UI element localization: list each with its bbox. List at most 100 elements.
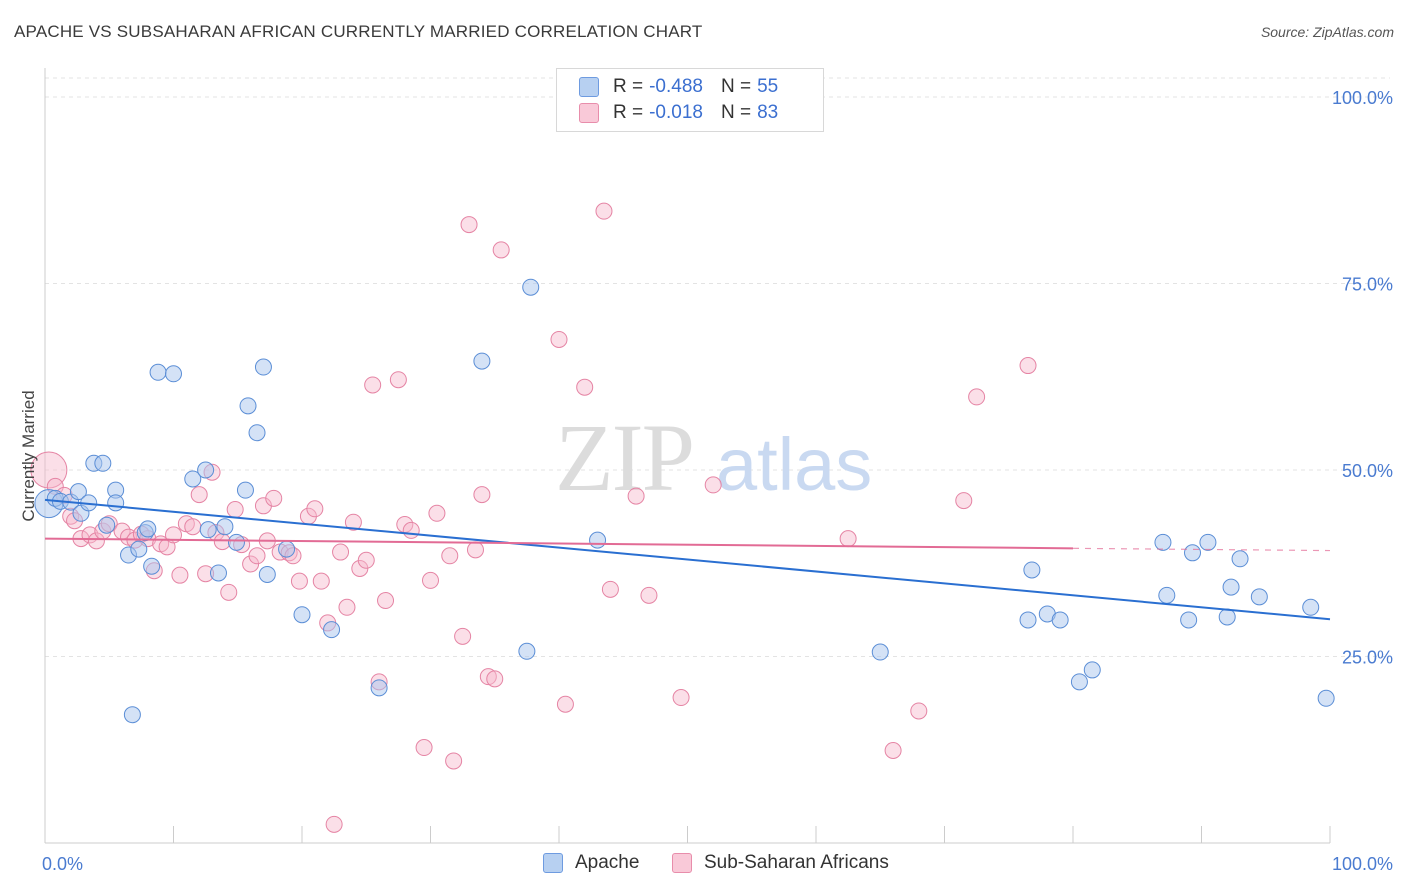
apache-point bbox=[149, 363, 167, 381]
subsaharan-point bbox=[550, 330, 568, 348]
subsaharan-point bbox=[441, 547, 459, 565]
legend-r-label: R = bbox=[613, 102, 644, 123]
subsaharan-point bbox=[486, 670, 504, 688]
apache-point bbox=[248, 424, 266, 442]
stats-legend: R = -0.488 N = 55 R = -0.018 N = 83 bbox=[556, 68, 824, 132]
subsaharan-trend-line bbox=[44, 537, 1074, 550]
axes bbox=[44, 68, 1331, 844]
apache-point bbox=[1184, 544, 1202, 562]
subsaharan-point bbox=[377, 592, 395, 610]
subsaharan-point bbox=[213, 533, 231, 551]
subsaharan-point bbox=[428, 504, 446, 522]
apache-point bbox=[258, 565, 276, 583]
subsaharan-point bbox=[171, 566, 189, 584]
apache-point bbox=[1199, 533, 1217, 551]
y-tick-labels: 100.0% 75.0% 50.0% 25.0% bbox=[1332, 88, 1393, 668]
subsaharan-point bbox=[87, 532, 105, 550]
subsaharan-point bbox=[556, 695, 574, 713]
apache-point bbox=[107, 494, 125, 512]
apache-trend-line bbox=[44, 498, 1331, 621]
apache-point bbox=[871, 643, 889, 661]
apache-point bbox=[1317, 689, 1335, 707]
subsaharan-point bbox=[344, 513, 362, 531]
legend-item-subsaharan: Sub-Saharan Africans bbox=[672, 852, 889, 874]
apache-point bbox=[1218, 608, 1236, 626]
apache-point bbox=[216, 518, 234, 536]
y-tick-label: 100.0% bbox=[1332, 88, 1393, 108]
apache-point bbox=[69, 483, 87, 501]
legend-r-value: -0.018 bbox=[649, 102, 703, 123]
subsaharan-point bbox=[884, 741, 902, 759]
y-tick-label: 75.0% bbox=[1342, 275, 1393, 295]
subsaharan-point bbox=[332, 543, 350, 561]
subsaharan-point bbox=[704, 476, 722, 494]
subsaharan-point bbox=[910, 702, 928, 720]
subsaharan-point bbox=[466, 541, 484, 559]
subsaharan-point bbox=[454, 627, 472, 645]
apache-point bbox=[473, 352, 491, 370]
legend-n-label: N = bbox=[720, 102, 752, 123]
subsaharan-point bbox=[473, 486, 491, 504]
legend-item-apache: Apache bbox=[543, 852, 639, 874]
apache-point bbox=[1222, 578, 1240, 596]
legend-swatch-apache bbox=[543, 853, 563, 873]
legend-swatch-subsaharan bbox=[579, 103, 599, 123]
apache-point bbox=[1250, 588, 1268, 606]
subsaharan-point bbox=[312, 572, 330, 590]
subsaharan-point bbox=[445, 752, 463, 770]
apache-point bbox=[518, 642, 536, 660]
subsaharan-point bbox=[415, 739, 433, 757]
apache-point bbox=[1019, 611, 1037, 629]
subsaharan-point bbox=[338, 598, 356, 616]
legend-n-value: 55 bbox=[757, 76, 779, 97]
legend-row-apache: R = -0.488 N = 55 bbox=[579, 75, 778, 99]
watermark-zip: ZIP bbox=[555, 404, 693, 511]
x-tick-labels: 0.0% 100.0% bbox=[42, 854, 1393, 874]
legend-label-apache: Apache bbox=[575, 852, 640, 873]
legend-label-subsaharan: Sub-Saharan Africans bbox=[704, 852, 889, 873]
y-axis-label: Currently Married bbox=[19, 390, 38, 521]
apache-point bbox=[1154, 533, 1172, 551]
chart-title: APACHE VS SUBSAHARAN AFRICAN CURRENTLY M… bbox=[14, 22, 703, 41]
subsaharan-point bbox=[460, 216, 478, 234]
subsaharan-point bbox=[402, 521, 420, 539]
apache-point bbox=[370, 679, 388, 697]
y-tick-label: 25.0% bbox=[1342, 648, 1393, 668]
apache-point bbox=[1302, 598, 1320, 616]
apache-point bbox=[184, 470, 202, 488]
trend-lines bbox=[44, 498, 1331, 621]
apache-point bbox=[1051, 611, 1069, 629]
subsaharan-point bbox=[248, 547, 266, 565]
subsaharan-points bbox=[30, 202, 1037, 833]
x-tick-label: 100.0% bbox=[1332, 854, 1393, 874]
watermark-atlas: atlas bbox=[716, 423, 872, 506]
subsaharan-point bbox=[389, 371, 407, 389]
apache-point bbox=[1070, 673, 1088, 691]
apache-point bbox=[293, 606, 311, 624]
subsaharan-point bbox=[1019, 357, 1037, 375]
legend-swatch-subsaharan bbox=[672, 853, 692, 873]
chart-source: Source: ZipAtlas.com bbox=[1260, 24, 1394, 40]
subsaharan-point bbox=[357, 551, 375, 569]
apache-point bbox=[143, 557, 161, 575]
subsaharan-point bbox=[364, 376, 382, 394]
subsaharan-point bbox=[576, 378, 594, 396]
apache-point bbox=[522, 278, 540, 296]
y-tick-label: 50.0% bbox=[1342, 461, 1393, 481]
subsaharan-trend-extension bbox=[1072, 547, 1331, 552]
subsaharan-point bbox=[595, 202, 613, 220]
apache-point bbox=[209, 564, 227, 582]
apache-point bbox=[227, 533, 245, 551]
apache-point bbox=[254, 358, 272, 376]
apache-point bbox=[236, 481, 254, 499]
apache-point bbox=[94, 454, 112, 472]
apache-point bbox=[139, 520, 157, 538]
subsaharan-point bbox=[968, 388, 986, 406]
apache-point bbox=[199, 521, 217, 539]
apache-point bbox=[197, 461, 215, 479]
subsaharan-point bbox=[627, 487, 645, 505]
subsaharan-point bbox=[306, 500, 324, 518]
legend-r-value: -0.488 bbox=[649, 76, 703, 97]
subsaharan-point bbox=[220, 583, 238, 601]
